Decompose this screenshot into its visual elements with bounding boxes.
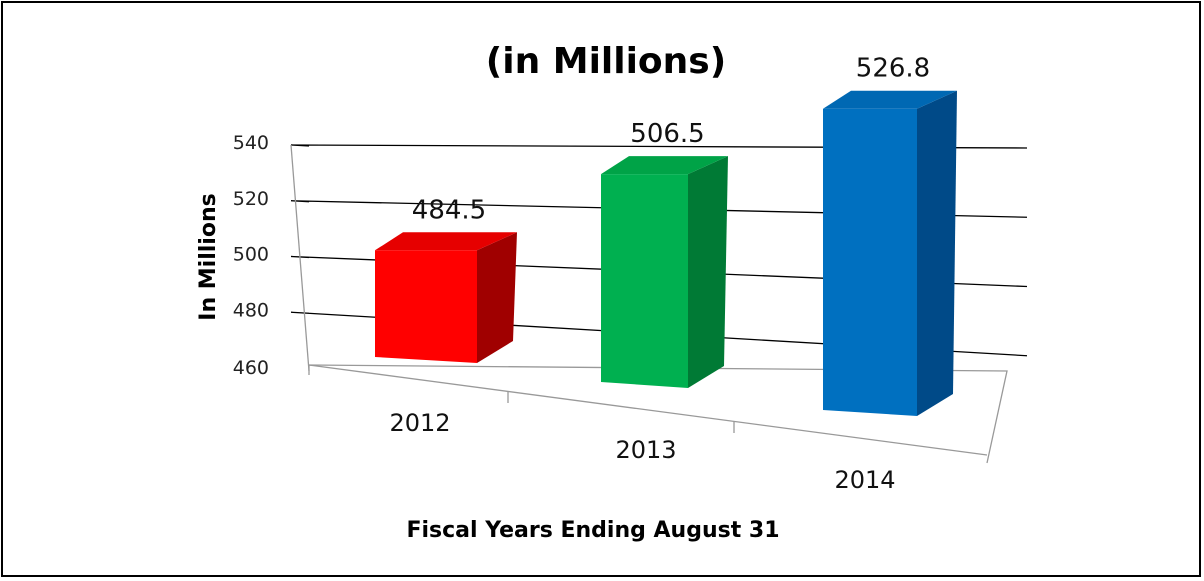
bar-top-2012 xyxy=(375,232,517,251)
bar-side-2014 xyxy=(917,90,957,416)
bar-2014 xyxy=(823,90,957,416)
data-label-2012: 484.5 xyxy=(412,195,486,225)
y-tick-label: 520 xyxy=(233,188,269,210)
gridline xyxy=(290,200,1028,218)
x-axis-label: Fiscal Years Ending August 31 xyxy=(406,518,779,543)
y-tick-label: 480 xyxy=(233,299,269,321)
bar-front-2014 xyxy=(823,108,917,416)
data-label-2013: 506.5 xyxy=(630,119,704,149)
labels: 484.5 2012 506.5 2013 526.8 2014 xyxy=(389,54,930,494)
y-tick-label: 500 xyxy=(233,244,269,266)
y-tick-label: 460 xyxy=(233,357,269,379)
x-axis-line xyxy=(308,364,1008,464)
x-tick-label-2012: 2012 xyxy=(389,409,450,437)
bar-top-2013 xyxy=(601,156,728,175)
bar-front-2013 xyxy=(601,174,688,388)
floor-front-edge xyxy=(308,364,988,456)
bar-2013 xyxy=(601,156,728,388)
y-tick-label: 540 xyxy=(233,132,269,154)
gridlines xyxy=(290,144,1028,357)
chart-title: (in Millions) xyxy=(486,41,726,82)
y-ticks: 460 480 500 520 540 xyxy=(233,132,269,379)
bar-top-2014 xyxy=(823,90,957,109)
gridline xyxy=(290,255,1028,288)
bars xyxy=(375,90,957,416)
data-label-2014: 526.8 xyxy=(856,54,930,84)
x-tick-label-2013: 2013 xyxy=(615,436,676,464)
axes xyxy=(290,144,1008,464)
bar-2012 xyxy=(375,232,517,363)
y-axis-label: In Millions xyxy=(196,193,221,320)
bar-side-2012 xyxy=(477,232,517,363)
bar-front-2012 xyxy=(375,250,477,363)
gridline xyxy=(290,311,1028,357)
bar-side-2013 xyxy=(688,156,728,388)
x-tick-label-2014: 2014 xyxy=(834,466,895,494)
bar-chart-3d: (in Millions) Fiscal Years Ending August… xyxy=(196,41,1028,543)
y-axis-line xyxy=(290,144,310,372)
